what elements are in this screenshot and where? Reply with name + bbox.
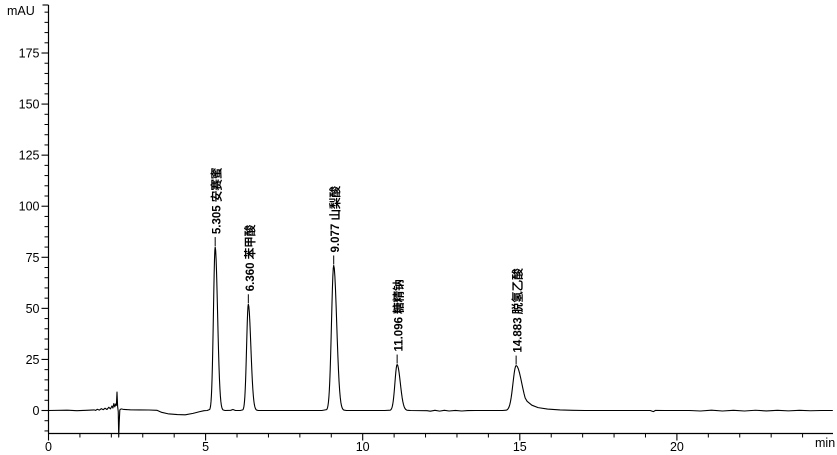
signal-trace <box>47 246 833 438</box>
x-tick-label-0: 0 <box>45 440 52 454</box>
y-tick-label-150: 150 <box>19 98 40 112</box>
y-tick-label-25: 25 <box>26 353 40 367</box>
y-tick-label-0: 0 <box>33 404 40 418</box>
x-tick-label-5: 5 <box>202 440 209 454</box>
y-tick-label-125: 125 <box>19 149 40 163</box>
x-axis-unit-label: min <box>815 436 836 450</box>
peak-label-3: 9.077 山梨酸 <box>328 185 342 252</box>
y-tick-label-75: 75 <box>26 251 40 265</box>
y-axis-unit-label: mAU <box>7 4 35 18</box>
x-tick-label-10: 10 <box>356 440 370 454</box>
y-tick-label-100: 100 <box>19 200 40 214</box>
y-tick-label-50: 50 <box>26 302 40 316</box>
peak-label-4: 11.096 糖精钠 <box>392 279 406 351</box>
x-tick-label-20: 20 <box>670 440 684 454</box>
peak-label-1: 5.305 安赛蜜 <box>210 167 224 234</box>
peak-label-5: 14.883 脱氢乙酸 <box>511 268 525 353</box>
y-tick-label-175: 175 <box>19 47 40 61</box>
peak-label-2: 6.360 苯甲酸 <box>243 224 257 291</box>
x-tick-label-15: 15 <box>513 440 527 454</box>
